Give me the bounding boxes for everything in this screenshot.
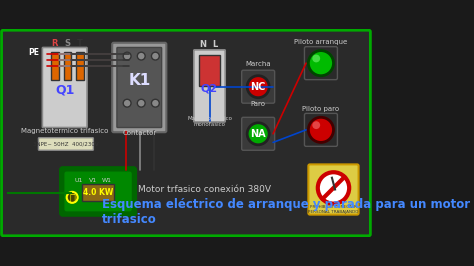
Circle shape bbox=[247, 123, 269, 145]
Text: Contactor: Contactor bbox=[122, 130, 156, 136]
Circle shape bbox=[152, 99, 159, 107]
Circle shape bbox=[123, 99, 131, 107]
FancyBboxPatch shape bbox=[112, 43, 166, 132]
Text: NC: NC bbox=[250, 82, 266, 92]
Circle shape bbox=[312, 121, 320, 129]
Text: T: T bbox=[77, 39, 83, 48]
Text: S: S bbox=[64, 39, 71, 48]
Bar bbox=[82, 184, 114, 201]
Text: Piloto paro: Piloto paro bbox=[302, 106, 339, 112]
Text: R: R bbox=[52, 39, 58, 48]
Circle shape bbox=[67, 192, 78, 203]
FancyBboxPatch shape bbox=[1, 30, 370, 236]
Text: Esquema eléctrico de arranque y parada para un motor
trifasico: Esquema eléctrico de arranque y parada p… bbox=[102, 198, 470, 226]
FancyBboxPatch shape bbox=[60, 168, 136, 215]
Circle shape bbox=[247, 76, 269, 98]
Circle shape bbox=[152, 52, 159, 60]
Text: Magnetotermico
monofasico: Magnetotermico monofasico bbox=[187, 116, 232, 127]
Text: V1: V1 bbox=[89, 178, 97, 184]
Bar bbox=[76, 52, 84, 80]
FancyBboxPatch shape bbox=[194, 50, 225, 122]
Bar bbox=[64, 52, 72, 80]
FancyBboxPatch shape bbox=[38, 138, 93, 150]
Text: Marcha: Marcha bbox=[246, 61, 271, 66]
FancyBboxPatch shape bbox=[304, 47, 337, 80]
Circle shape bbox=[309, 51, 334, 76]
Text: N: N bbox=[199, 40, 206, 49]
Circle shape bbox=[312, 55, 320, 63]
Text: Piloto arranque: Piloto arranque bbox=[294, 39, 347, 45]
Text: 3NPE~ 50HZ  400/230V: 3NPE~ 50HZ 400/230V bbox=[33, 142, 99, 147]
FancyBboxPatch shape bbox=[65, 172, 131, 211]
Text: Q2: Q2 bbox=[201, 84, 218, 93]
FancyBboxPatch shape bbox=[242, 117, 274, 150]
FancyBboxPatch shape bbox=[242, 70, 274, 103]
Text: Magnetotermico trifasico: Magnetotermico trifasico bbox=[21, 128, 109, 134]
Text: PROHIBIDO CONECTAR
PERSONAL TRABAJANDO: PROHIBIDO CONECTAR PERSONAL TRABAJANDO bbox=[308, 205, 359, 214]
FancyBboxPatch shape bbox=[117, 47, 162, 127]
Text: Q1: Q1 bbox=[55, 84, 74, 97]
Circle shape bbox=[123, 52, 131, 60]
Text: 4.0 KW: 4.0 KW bbox=[83, 188, 113, 197]
Text: ⏚: ⏚ bbox=[69, 192, 75, 202]
Bar bbox=[199, 55, 220, 86]
Circle shape bbox=[137, 52, 145, 60]
Text: Motor trfasico conexión 380V: Motor trfasico conexión 380V bbox=[137, 185, 271, 194]
Text: L: L bbox=[212, 40, 217, 49]
Text: Paro: Paro bbox=[251, 101, 265, 107]
Circle shape bbox=[318, 172, 349, 203]
Circle shape bbox=[137, 99, 145, 107]
Text: NA: NA bbox=[250, 129, 266, 139]
Bar bbox=[51, 52, 59, 80]
FancyBboxPatch shape bbox=[304, 113, 337, 146]
Text: PE: PE bbox=[28, 48, 39, 57]
Text: W1: W1 bbox=[102, 178, 112, 184]
FancyBboxPatch shape bbox=[42, 47, 87, 127]
Circle shape bbox=[309, 117, 334, 142]
FancyBboxPatch shape bbox=[309, 164, 359, 215]
Text: U1: U1 bbox=[74, 178, 82, 184]
Text: K1: K1 bbox=[128, 73, 150, 88]
